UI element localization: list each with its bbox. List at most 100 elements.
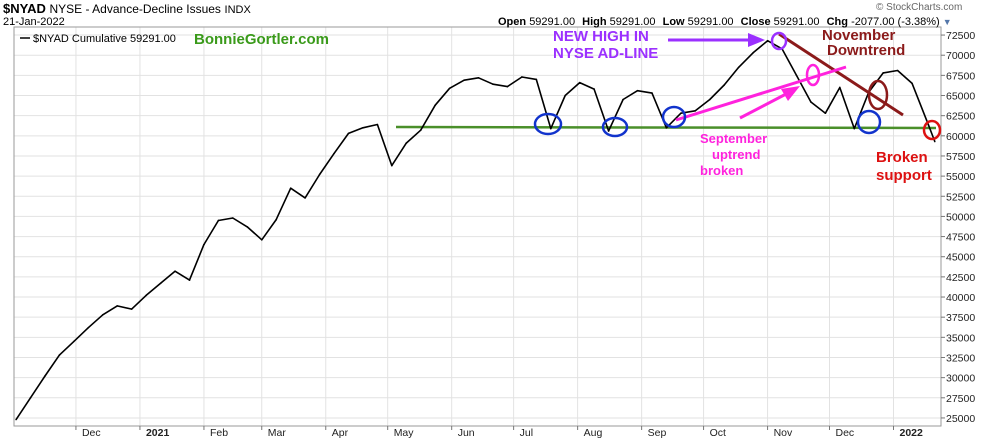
data-point [333, 152, 335, 155]
september-label-line3: broken [700, 163, 743, 178]
data-point [101, 313, 104, 316]
data-point [391, 164, 393, 167]
new-high-circle [770, 31, 788, 51]
x-tick-label: Apr [332, 427, 349, 438]
y-tick-label: 35000 [946, 332, 975, 344]
data-point [434, 104, 436, 106]
chg-value: -2077.00 (-3.38%) [851, 16, 940, 28]
data-point [376, 123, 379, 126]
broken-label-line2: support [876, 167, 932, 184]
y-tick-label: 57500 [946, 151, 975, 163]
y-tick-label: 25000 [946, 413, 975, 425]
close-label: Close [740, 16, 771, 28]
grid [14, 27, 941, 426]
series-line [15, 39, 936, 421]
data-point [246, 226, 249, 228]
support-circle-3 [661, 105, 687, 129]
x-tick-label: 2022 [900, 427, 924, 438]
y-tick-label: 60000 [946, 131, 975, 143]
september-uptrend-line [675, 65, 847, 122]
november-break-circle [867, 79, 889, 111]
y-tick-label: 42500 [946, 272, 975, 284]
data-point [87, 326, 90, 329]
data-point [463, 79, 465, 81]
y-tick-label: 52500 [946, 191, 975, 203]
september-arrow [739, 91, 789, 120]
support-circle-1 [533, 112, 563, 136]
data-point [578, 81, 581, 84]
data-point [130, 308, 133, 310]
dropdown-caret-icon[interactable]: ▼ [942, 17, 952, 27]
data-point [232, 217, 234, 219]
y-tick-label: 30000 [946, 373, 975, 385]
x-tick-label: Jun [458, 427, 475, 438]
data-point [492, 83, 494, 86]
close-value: 59291.00 [773, 16, 820, 28]
september-break-circle [805, 63, 821, 87]
ohlc-row: Open 59291.00 High 59291.00 Low 59291.00… [498, 16, 952, 28]
november-downtrend-line [778, 32, 904, 117]
broken-label-line1: Broken [876, 149, 928, 166]
symbol: $NYAD [3, 1, 46, 16]
y-tick-label: 72500 [946, 30, 975, 42]
price-series [15, 39, 936, 421]
data-point [810, 101, 812, 103]
data-point [853, 127, 856, 130]
new-high-label-line2: NYSE AD-LINE [553, 45, 658, 62]
data-point [116, 305, 119, 307]
data-point [477, 76, 480, 79]
data-point [896, 69, 899, 72]
y-tick-label: 55000 [946, 171, 975, 183]
data-point [927, 124, 930, 127]
data-point [217, 219, 220, 222]
x-tick-label: Dec [836, 427, 855, 438]
data-point [795, 74, 798, 77]
support-circle-2 [601, 116, 629, 138]
data-point [708, 98, 711, 101]
y-tick-label: 62500 [946, 111, 975, 123]
data-point [188, 279, 191, 281]
data-point [564, 94, 567, 97]
data-point [882, 72, 884, 74]
y-tick-label: 40000 [946, 292, 975, 304]
data-point [506, 85, 509, 88]
data-point [752, 51, 754, 54]
data-point [203, 243, 205, 246]
x-tick-label: Mar [268, 427, 287, 438]
data-point [593, 88, 595, 90]
exchange: INDX [224, 4, 251, 16]
symbol-name: NYSE - Advance-Decline Issues [49, 2, 221, 16]
copyright: © StockCharts.com [876, 2, 963, 13]
november-label-line1: November [822, 27, 896, 44]
y-tick-label: 67500 [946, 70, 975, 82]
y-tick-label: 45000 [946, 252, 975, 264]
y-tick-label: 27500 [946, 393, 975, 405]
x-tick-label: 2021 [146, 427, 170, 438]
y-tick-label: 70000 [946, 50, 975, 62]
data-point [275, 218, 278, 221]
y-tick-label: 65000 [946, 91, 975, 103]
data-point [73, 340, 75, 343]
data-point [347, 132, 350, 135]
legend-label: $NYAD Cumulative 59291.00 [33, 33, 176, 45]
x-tick-label: Dec [82, 427, 101, 438]
data-point [58, 354, 61, 356]
data-point [145, 294, 147, 297]
x-tick-label: Oct [710, 427, 726, 438]
data-point [680, 112, 682, 115]
data-point [766, 39, 769, 42]
data-point [289, 187, 292, 190]
data-point [694, 110, 697, 112]
data-point [304, 197, 306, 199]
data-point [44, 375, 46, 377]
data-point [29, 396, 32, 399]
data-point [737, 66, 740, 69]
low-label: Low [662, 16, 685, 28]
broken-support-circle [922, 119, 942, 141]
header-date: 21-Jan-2022 [3, 16, 65, 28]
low-value: 59291.00 [687, 16, 734, 28]
data-point [419, 129, 422, 131]
open-value: 59291.00 [529, 16, 576, 28]
data-point [824, 112, 827, 115]
